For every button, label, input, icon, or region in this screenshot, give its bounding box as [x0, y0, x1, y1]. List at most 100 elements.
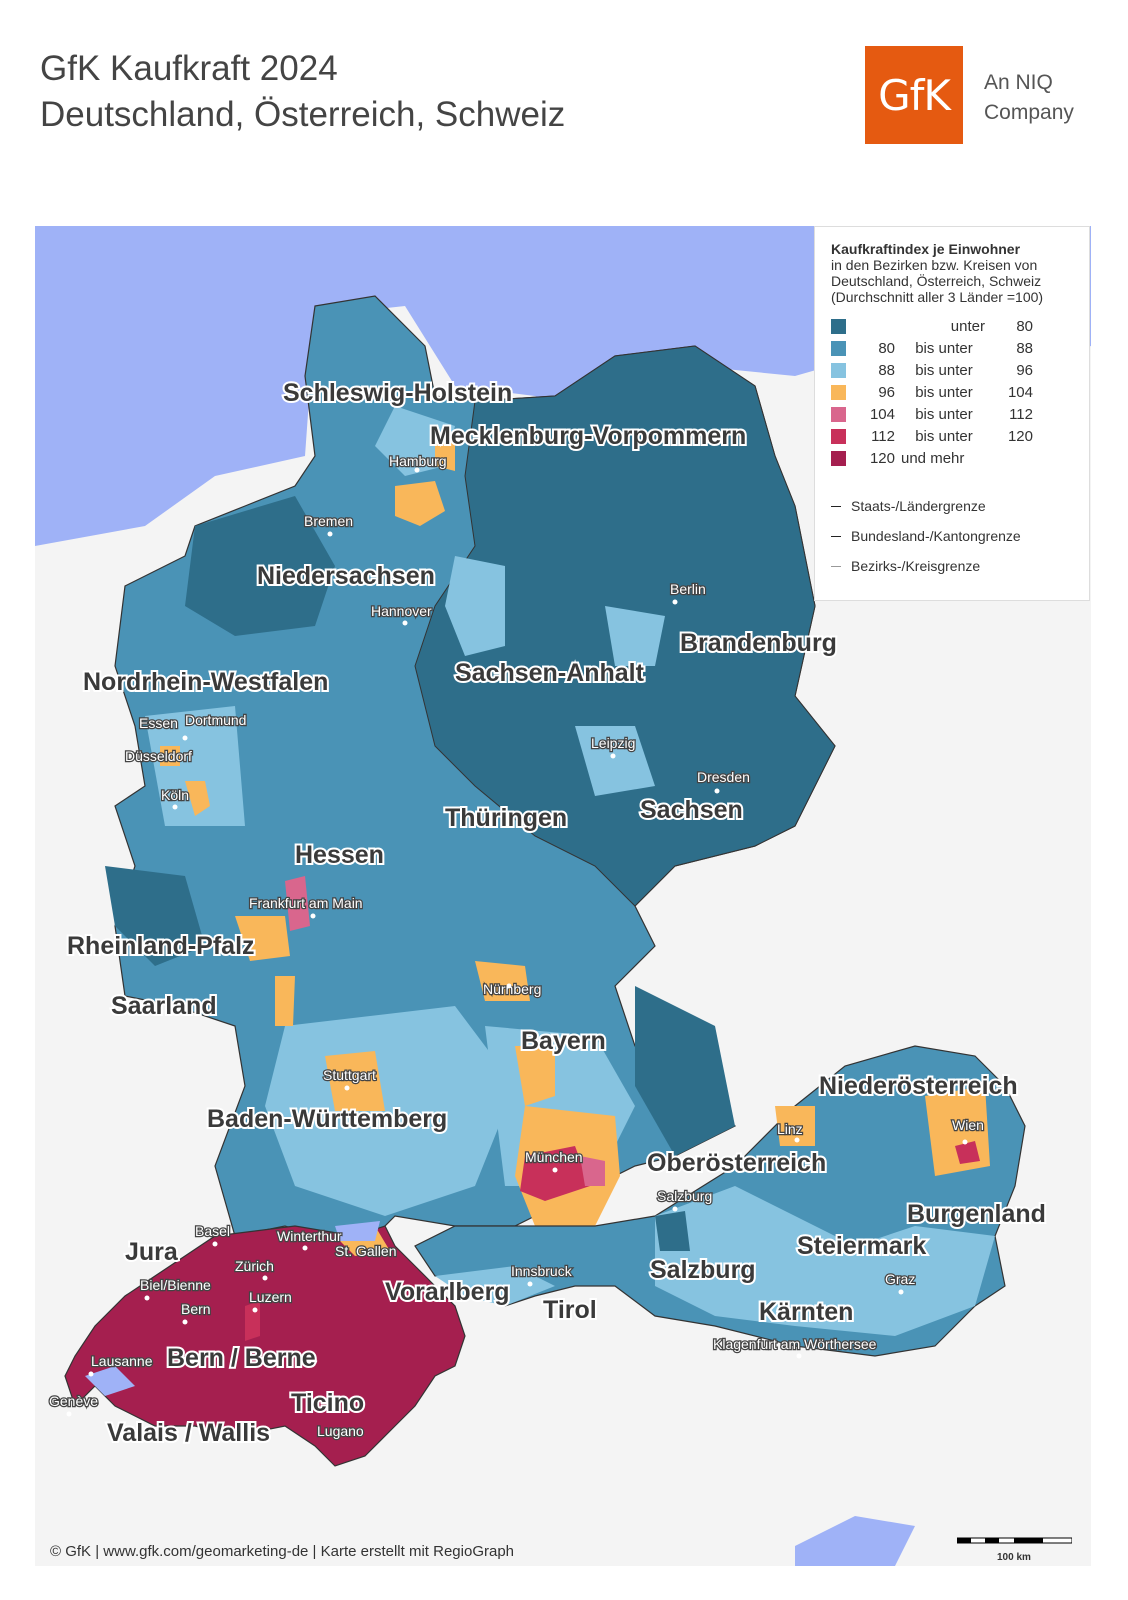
- city-dot-graz: [898, 1289, 904, 1295]
- city-geneve: Genève: [49, 1393, 98, 1409]
- city-dot-bremen: [327, 531, 333, 537]
- region-label-ticino: Ticino: [291, 1389, 364, 1417]
- legend-to: 104: [1007, 383, 1033, 401]
- region-label-valais: Valais / Wallis: [107, 1419, 270, 1447]
- legend-class-row: unter 80: [831, 315, 1033, 337]
- city-linz: Linz: [777, 1121, 803, 1137]
- region-label-salzburg-land: Salzburg: [650, 1256, 756, 1284]
- city-koeln: Köln: [161, 787, 189, 803]
- region-label-thueringen: Thüringen: [445, 804, 567, 832]
- muenchen-red: [520, 1146, 590, 1201]
- zug-red: [245, 1301, 260, 1341]
- city-innsbruck: Innsbruck: [511, 1263, 573, 1279]
- legend-to: 80: [1016, 317, 1033, 335]
- city-stgallen: St. Gallen: [335, 1243, 396, 1259]
- legend-to: 112: [1009, 405, 1033, 423]
- legend-from: 88: [878, 361, 895, 379]
- credit-footer: © GfK | www.gfk.com/geomarketing-de | Ka…: [50, 1543, 515, 1560]
- city-dot-basel: [212, 1241, 218, 1247]
- city-essen: Essen: [139, 715, 178, 731]
- city-dot-essen: [182, 735, 188, 741]
- legend-from: 80: [878, 339, 895, 357]
- salzburg-dark: [655, 1211, 690, 1251]
- ingolstadt-orange: [515, 1046, 555, 1106]
- koeln-orange: [185, 781, 210, 816]
- hannover-area: [445, 556, 505, 656]
- legend-swatch: [831, 341, 846, 357]
- scale-bar: [957, 1537, 1072, 1544]
- city-lausanne: Lausanne: [91, 1353, 153, 1369]
- city-dot-nuernberg: [506, 983, 512, 989]
- legend-swatch: [831, 451, 846, 467]
- legend-to: [993, 447, 1033, 469]
- legend-class-row: 120 und mehr: [831, 447, 1033, 469]
- region-label-bw: Baden-Württemberg: [207, 1105, 447, 1133]
- city-winterthur: Winterthur: [277, 1228, 342, 1244]
- duesseldorf-orange: [160, 746, 180, 766]
- legend-class-row: 88 bis unter 96: [831, 359, 1033, 381]
- city-dot-dresden: [714, 788, 720, 794]
- rhein-main-orange: [235, 916, 290, 961]
- company-line-1: An NIQ: [984, 71, 1053, 94]
- legend-line-sample: [831, 505, 841, 507]
- region-label-nrw: Nordrhein-Westfalen: [83, 668, 328, 696]
- city-lugano: Lugano: [317, 1423, 364, 1439]
- city-dot-zuerich: [262, 1275, 268, 1281]
- company-tagline: An NIQ Company: [984, 68, 1074, 128]
- city-dot-koeln: [172, 804, 178, 810]
- city-luzern: Luzern: [249, 1289, 292, 1305]
- linz-orange: [775, 1106, 815, 1146]
- legend-sep: bis unter: [915, 383, 973, 401]
- city-frankfurt: Frankfurt am Main: [249, 895, 363, 911]
- legend-from: 112: [871, 427, 895, 445]
- city-markers: Hamburg Bremen Berlin Hannover Essen Dor…: [48, 452, 985, 1441]
- legend-class-row: 112 bis unter 120: [831, 425, 1033, 447]
- austria-south-light: [655, 1186, 995, 1336]
- title-line-2: Deutschland, Österreich, Schweiz: [40, 95, 566, 134]
- city-bremen: Bremen: [304, 513, 353, 529]
- city-biel: Biel/Bienne: [140, 1277, 211, 1293]
- muenchen-east-pink: [580, 1156, 605, 1186]
- gfk-logo: GfK: [865, 46, 963, 144]
- legend-swatch: [831, 363, 846, 379]
- eifel-region: [105, 866, 205, 966]
- legend-line-row: Bundesland-/Kantongrenze: [831, 521, 1073, 551]
- switzerland-shape: [64, 1225, 466, 1467]
- legend-swatch: [831, 385, 846, 401]
- legend-line-sample: [831, 565, 841, 567]
- region-label-steiermark: Steiermark: [797, 1232, 926, 1260]
- region-label-bern: Bern / Berne: [167, 1344, 316, 1372]
- city-dot-winterthur: [302, 1245, 308, 1251]
- city-wien: Wien: [952, 1117, 984, 1133]
- region-label-saarland: Saarland: [111, 992, 217, 1020]
- city-hamburg: Hamburg: [389, 453, 447, 469]
- city-dot-berlin: [672, 599, 678, 605]
- city-hannover: Hannover: [371, 603, 432, 619]
- berlin-area: [605, 606, 665, 666]
- hamburg-suburb-orange: [395, 481, 445, 526]
- legend-sep: unter: [950, 317, 985, 335]
- city-dot-stuttgart: [344, 1085, 350, 1091]
- city-dresden: Dresden: [697, 769, 750, 785]
- city-dot-geneve: [66, 1411, 72, 1417]
- legend-line-types: Staats-/Ländergrenze Bundesland-/Kantongr…: [831, 491, 1073, 581]
- city-dot-leipzig: [610, 753, 616, 759]
- vorarlberg-tirol-light: [435, 1266, 555, 1306]
- city-dot-hamburg: [414, 467, 420, 473]
- legend-sep: bis unter: [915, 427, 973, 445]
- region-label-vorarlberg: Vorarlberg: [385, 1278, 510, 1306]
- legend-to: 88: [1016, 339, 1033, 357]
- legend-to: 120: [1007, 427, 1033, 445]
- niedersachsen-west: [185, 496, 335, 636]
- ruhr-area: [145, 706, 245, 826]
- region-label-burgenland: Burgenland: [907, 1200, 1046, 1228]
- region-label-brandenburg: Brandenburg: [680, 629, 837, 657]
- legend-line-row: Staats-/Ländergrenze: [831, 491, 1073, 521]
- legend-subtitle-3: (Durchschnitt aller 3 Länder =100): [831, 289, 1044, 305]
- city-dot-lausanne: [88, 1371, 94, 1377]
- legend-classes: unter 80 80 bis unter 88 88 bis unter 96 96 bis u…: [831, 315, 1033, 469]
- region-label-sachsen: Sachsen: [640, 796, 743, 824]
- bodensee-lake: [335, 1221, 380, 1241]
- city-dot-luzern: [252, 1307, 258, 1313]
- region-label-mecklenburg: Mecklenburg-Vorpommern: [430, 422, 746, 450]
